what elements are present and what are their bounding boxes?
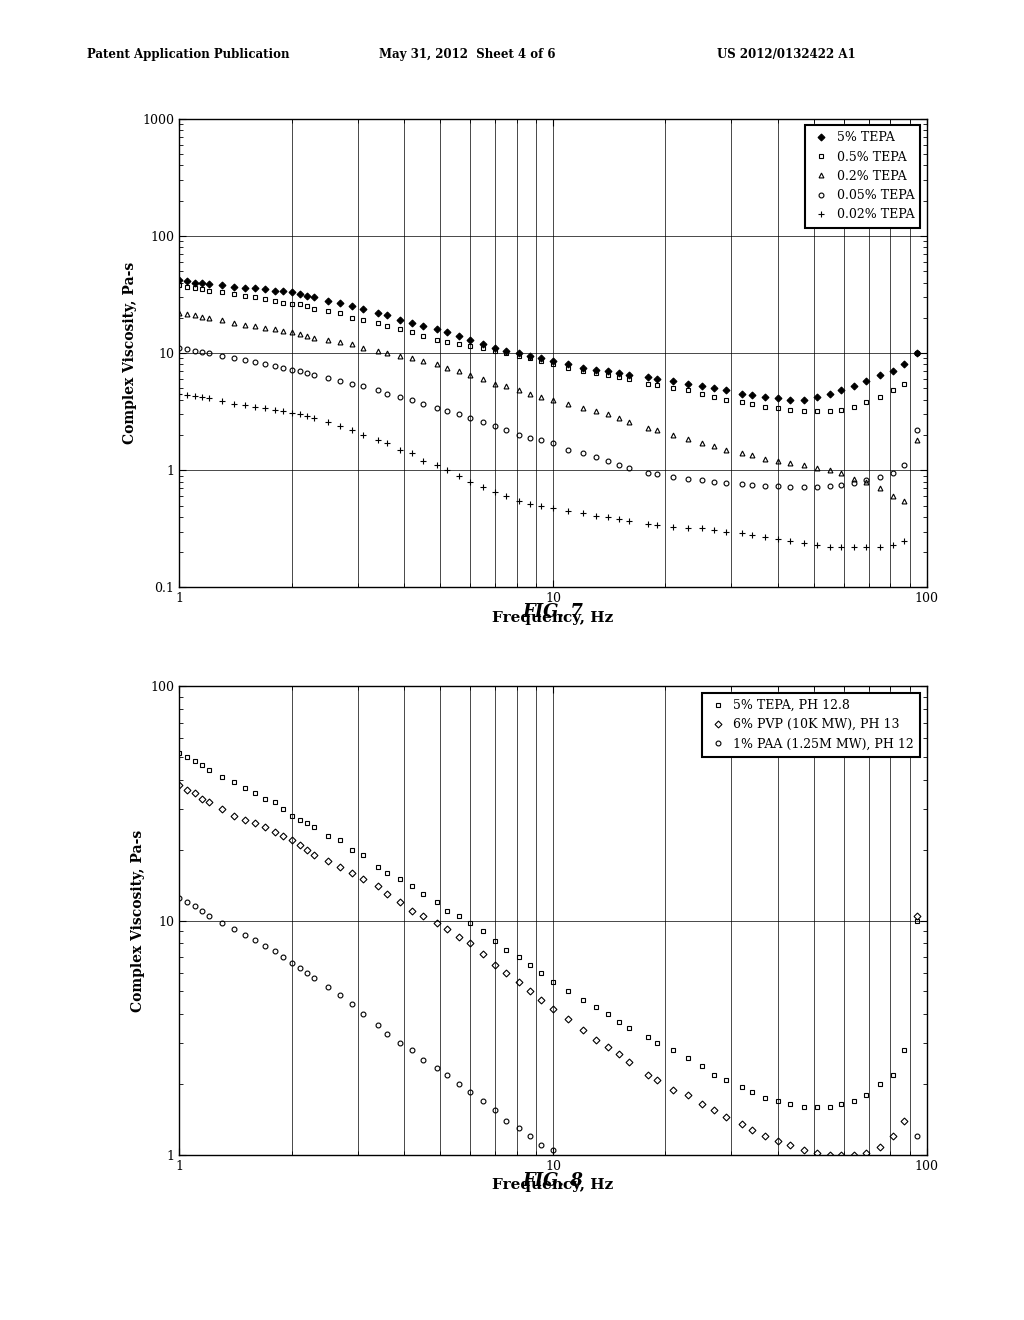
Text: May 31, 2012  Sheet 4 of 6: May 31, 2012 Sheet 4 of 6 xyxy=(379,48,555,61)
X-axis label: Frequency, Hz: Frequency, Hz xyxy=(493,1179,613,1192)
X-axis label: Frequency, Hz: Frequency, Hz xyxy=(493,611,613,624)
Text: US 2012/0132422 A1: US 2012/0132422 A1 xyxy=(717,48,855,61)
Y-axis label: Complex Viscosity, Pa-s: Complex Viscosity, Pa-s xyxy=(123,261,137,445)
Y-axis label: Complex Viscosity, Pa-s: Complex Viscosity, Pa-s xyxy=(131,829,144,1012)
Text: Patent Application Publication: Patent Application Publication xyxy=(87,48,290,61)
Text: FIG. 7: FIG. 7 xyxy=(522,603,584,622)
Legend: 5% TEPA, PH 12.8, 6% PVP (10K MW), PH 13, 1% PAA (1.25M MW), PH 12: 5% TEPA, PH 12.8, 6% PVP (10K MW), PH 13… xyxy=(702,693,921,756)
Text: FIG. 8: FIG. 8 xyxy=(522,1172,584,1191)
Legend: 5% TEPA, 0.5% TEPA, 0.2% TEPA, 0.05% TEPA, 0.02% TEPA: 5% TEPA, 0.5% TEPA, 0.2% TEPA, 0.05% TEP… xyxy=(805,125,921,227)
